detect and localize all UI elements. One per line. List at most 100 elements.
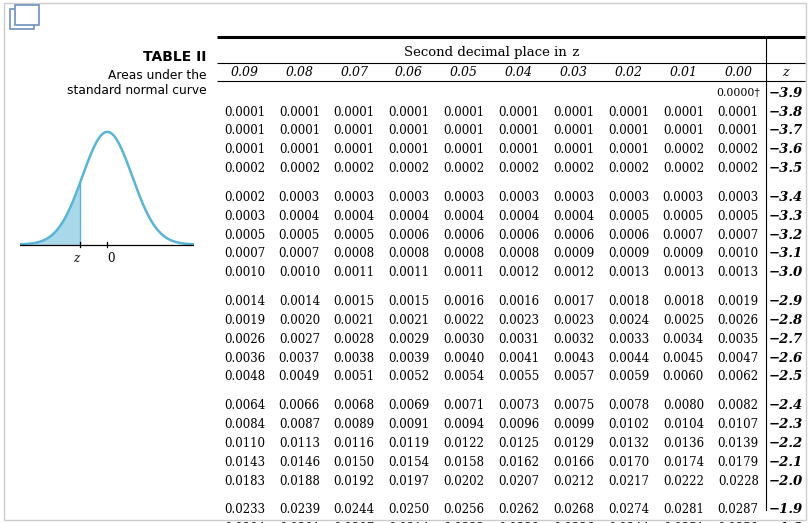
Text: 0.0015: 0.0015	[389, 295, 429, 308]
Text: 0.0001: 0.0001	[608, 106, 649, 119]
Text: 0.0047: 0.0047	[718, 351, 759, 365]
Text: 0.0116: 0.0116	[334, 437, 375, 450]
Text: 0.0051: 0.0051	[334, 370, 375, 383]
Text: 0.0001: 0.0001	[389, 124, 429, 138]
Text: 0.0080: 0.0080	[663, 399, 704, 412]
Text: −2.3: −2.3	[768, 418, 803, 431]
Text: 0.0256: 0.0256	[443, 503, 484, 516]
Text: 0.0166: 0.0166	[553, 456, 595, 469]
Text: 0.0003: 0.0003	[334, 191, 375, 203]
Text: 0.0001: 0.0001	[334, 106, 375, 119]
Text: 0.0003: 0.0003	[718, 191, 759, 203]
Text: 0.0174: 0.0174	[663, 456, 704, 469]
Text: 0.0029: 0.0029	[389, 333, 429, 346]
Text: 0.0136: 0.0136	[663, 437, 704, 450]
Text: 0.0038: 0.0038	[334, 351, 375, 365]
Text: 0.0018: 0.0018	[608, 295, 649, 308]
Text: 0.0001: 0.0001	[718, 124, 759, 138]
Text: 0.0000†: 0.0000†	[716, 88, 760, 98]
Text: 0.0262: 0.0262	[498, 503, 539, 516]
Text: 0.0003: 0.0003	[498, 191, 539, 203]
Text: 0.0207: 0.0207	[498, 474, 539, 487]
Text: 0.0069: 0.0069	[389, 399, 429, 412]
Text: 0.0107: 0.0107	[718, 418, 759, 431]
Text: −3.5: −3.5	[768, 162, 803, 175]
Text: 0.0087: 0.0087	[279, 418, 320, 431]
Text: 0.0001: 0.0001	[443, 124, 484, 138]
Text: 0.0005: 0.0005	[334, 229, 375, 242]
Text: 0.0154: 0.0154	[389, 456, 429, 469]
Text: 0.0001: 0.0001	[443, 106, 484, 119]
Text: 0.0096: 0.0096	[498, 418, 539, 431]
Text: 0.0228: 0.0228	[718, 474, 759, 487]
Text: 0.0002: 0.0002	[663, 162, 704, 175]
Text: 0.0143: 0.0143	[224, 456, 265, 469]
Text: 0.0001: 0.0001	[334, 124, 375, 138]
Text: 0.0146: 0.0146	[279, 456, 320, 469]
Text: 0.0040: 0.0040	[443, 351, 484, 365]
Text: 0.04: 0.04	[505, 66, 533, 78]
Text: 0.0089: 0.0089	[334, 418, 375, 431]
Text: 0.0006: 0.0006	[443, 229, 484, 242]
Text: 0.0054: 0.0054	[443, 370, 484, 383]
Text: −3.9: −3.9	[768, 87, 803, 99]
Text: 0.0082: 0.0082	[718, 399, 759, 412]
Text: 0.0001: 0.0001	[498, 143, 539, 156]
Text: 0.0005: 0.0005	[608, 210, 649, 223]
Text: 0.0013: 0.0013	[718, 266, 759, 279]
Text: 0.0002: 0.0002	[608, 162, 649, 175]
Text: 0.0021: 0.0021	[334, 314, 375, 327]
Text: 0.0001: 0.0001	[279, 106, 320, 119]
Text: 0.0188: 0.0188	[279, 474, 320, 487]
Text: 0.0003: 0.0003	[279, 191, 320, 203]
Text: 0.0007: 0.0007	[718, 229, 759, 242]
Text: 0.0025: 0.0025	[663, 314, 704, 327]
Text: 0.0010: 0.0010	[718, 247, 759, 260]
Text: 0.01: 0.01	[669, 66, 697, 78]
Text: −2.6: −2.6	[768, 351, 803, 365]
Text: 0.0028: 0.0028	[334, 333, 375, 346]
Text: 0.0268: 0.0268	[553, 503, 595, 516]
Text: 0.0008: 0.0008	[389, 247, 429, 260]
Text: 0.0014: 0.0014	[224, 295, 265, 308]
Text: 0.0002: 0.0002	[443, 162, 484, 175]
Text: 0.0073: 0.0073	[498, 399, 539, 412]
Text: 0.0003: 0.0003	[224, 210, 265, 223]
Text: 0.0017: 0.0017	[553, 295, 595, 308]
Text: 0.0001: 0.0001	[553, 124, 595, 138]
Text: 0.0012: 0.0012	[498, 266, 539, 279]
Text: 0.0013: 0.0013	[663, 266, 704, 279]
Text: 0.0001: 0.0001	[608, 124, 649, 138]
Text: 0.0129: 0.0129	[553, 437, 595, 450]
Text: 0.0001: 0.0001	[443, 143, 484, 156]
Text: −2.9: −2.9	[768, 295, 803, 308]
Text: 0.0307: 0.0307	[334, 522, 375, 523]
Text: 0.0019: 0.0019	[718, 295, 759, 308]
Text: 0.0021: 0.0021	[389, 314, 429, 327]
Text: 0.0044: 0.0044	[608, 351, 649, 365]
Text: 0.0015: 0.0015	[334, 295, 375, 308]
Text: −2.8: −2.8	[768, 314, 803, 327]
Text: 0.0009: 0.0009	[608, 247, 649, 260]
Text: 0.0062: 0.0062	[718, 370, 759, 383]
Text: 0.0009: 0.0009	[663, 247, 704, 260]
Text: 0.00: 0.00	[724, 66, 752, 78]
Text: 0.0006: 0.0006	[608, 229, 649, 242]
Text: 0.0049: 0.0049	[279, 370, 320, 383]
Text: 0.0019: 0.0019	[224, 314, 265, 327]
Text: 0.0202: 0.0202	[443, 474, 484, 487]
Text: 0.0162: 0.0162	[498, 456, 539, 469]
Text: standard normal curve: standard normal curve	[67, 84, 207, 97]
Text: 0.0001: 0.0001	[663, 124, 704, 138]
Text: 0.0043: 0.0043	[553, 351, 595, 365]
Text: −2.7: −2.7	[768, 333, 803, 346]
Text: −3.8: −3.8	[768, 106, 803, 119]
Text: 0.0122: 0.0122	[444, 437, 484, 450]
Text: 0.02: 0.02	[615, 66, 642, 78]
Text: 0.0001: 0.0001	[224, 106, 265, 119]
Text: 0.0301: 0.0301	[279, 522, 320, 523]
Text: 0.0009: 0.0009	[553, 247, 595, 260]
Text: 0.0170: 0.0170	[608, 456, 649, 469]
Text: 0.0002: 0.0002	[553, 162, 595, 175]
Text: 0.0004: 0.0004	[498, 210, 539, 223]
